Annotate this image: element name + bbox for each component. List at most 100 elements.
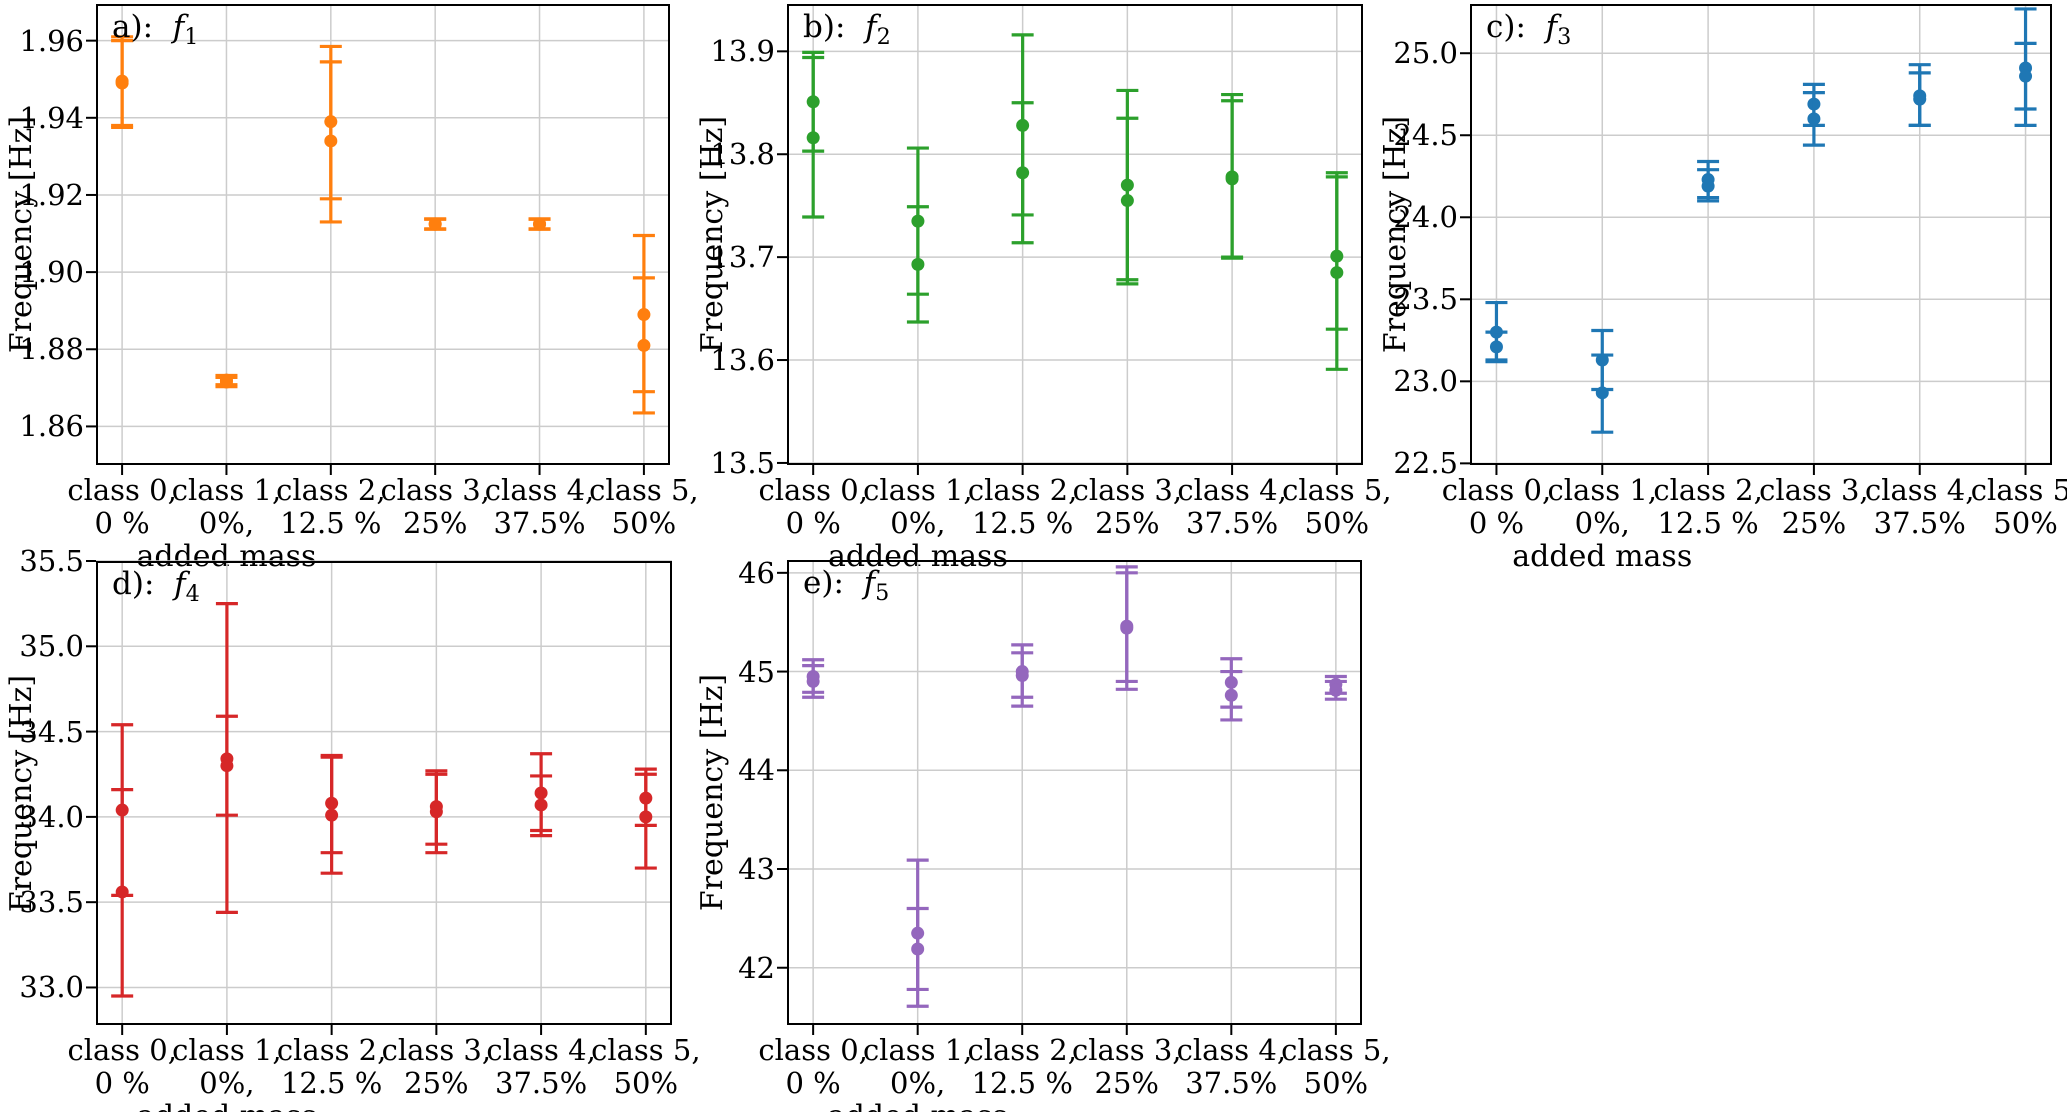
y-axis-label: Frequency [Hz]	[4, 115, 40, 354]
panel-title-f3: c): f3	[1486, 9, 1571, 50]
y-axis-label: Frequency [Hz]	[4, 674, 40, 912]
y-tick-label: 24.5	[1393, 118, 1458, 153]
data-point	[1015, 669, 1029, 683]
axes-border	[1470, 4, 2052, 465]
x-tick-label: class 2, 12.5 %	[967, 473, 1078, 540]
data-point	[911, 942, 925, 956]
y-tick-label: 1.92	[19, 177, 84, 212]
x-tick-label: class 2, 12.5 %	[276, 473, 386, 540]
x-tick-label: class 5,50%	[591, 1033, 701, 1100]
x-tick-label: class 1, 0%,	[172, 1033, 282, 1100]
x-tick-label: class 4, 37.5%	[1864, 473, 1975, 540]
y-tick-label: 13.6	[710, 343, 775, 378]
y-tick-label: 35.0	[19, 629, 84, 664]
y-tick-label: 24.0	[1393, 200, 1458, 235]
axes-border	[787, 4, 1363, 465]
frequency-symbol: f	[174, 566, 186, 602]
panel-index-label: b):	[803, 9, 846, 45]
plot-area-f4	[86, 560, 672, 1035]
data-point	[637, 338, 651, 352]
y-tick-label: 23.5	[1393, 282, 1458, 317]
y-tick-label: 42	[738, 950, 775, 985]
frequency-symbol: f	[1545, 9, 1558, 45]
panel-title-f1: a): f1	[112, 9, 198, 50]
y-tick-label: 13.8	[710, 137, 775, 172]
x-tick-label: class 0, 0 %	[758, 1033, 868, 1100]
y-tick-label: 43	[738, 852, 775, 886]
frequency-subscript: 3	[1557, 24, 1572, 51]
x-tick-label: class 3, 25%	[1072, 1033, 1182, 1100]
x-tick-label: class 5,50%	[1970, 473, 2067, 540]
frequency-subscript: 1	[184, 24, 199, 51]
axes-border	[96, 561, 672, 1025]
subplot-f2: b): f2 Frequency [Hz] 13.5 13.6 13.7 13.8 13…	[696, 4, 1392, 573]
x-tick-label: class 5,50%	[1281, 1033, 1391, 1100]
axes-border	[787, 560, 1362, 1025]
panel-index-label: a):	[112, 9, 154, 45]
x-tick-label: class 4, 37.5%	[484, 473, 595, 540]
data-point	[1329, 683, 1343, 697]
x-tick-label: class 3, 25%	[380, 473, 490, 540]
subplot-f5: e): f5 Frequency [Hz] 42 43 44 45 46 class 0,…	[696, 558, 1391, 1112]
panel-index-label: c):	[1486, 9, 1526, 45]
data-point	[1120, 194, 1134, 208]
x-tick-label: class 3, 25%	[381, 1033, 492, 1100]
y-tick-label: 35.5	[19, 544, 84, 578]
data-point	[220, 759, 234, 773]
x-tick-label: class 0, 0 %	[1441, 473, 1552, 540]
plot-area-f3	[1460, 4, 2052, 475]
frequency-symbol: f	[863, 565, 876, 601]
plot-area-f5	[777, 560, 1362, 1035]
x-tick-label: class 4, 37.5%	[1177, 473, 1287, 540]
x-tick-label: class 1, 0%,	[862, 1033, 973, 1100]
data-point	[1225, 172, 1239, 186]
x-tick-label: class 1, 0%,	[1547, 473, 1657, 540]
data-point	[1120, 621, 1134, 635]
data-point	[911, 257, 925, 271]
frequency-symbol: f	[172, 9, 185, 45]
data-point	[115, 76, 129, 90]
x-tick-label: class 3, 25%	[1072, 473, 1183, 540]
panel-index-label: d):	[112, 566, 155, 602]
data-point	[1701, 179, 1715, 193]
y-tick-label: 34.0	[19, 799, 84, 834]
y-tick-label: 13.7	[710, 240, 775, 275]
y-tick-label: 1.90	[19, 255, 84, 290]
y-axis-label: Frequency [Hz]	[695, 673, 731, 912]
x-tick-label: class 1, 0%,	[171, 473, 282, 540]
data-point	[806, 131, 820, 145]
y-tick-label: 45	[738, 654, 775, 689]
y-tick-label: 1.86	[19, 409, 84, 444]
data-point	[1224, 688, 1238, 702]
y-tick-label: 44	[738, 753, 775, 788]
x-tick-label: class 0, 0 %	[67, 473, 177, 540]
data-point	[324, 134, 338, 148]
x-tick-label: class 0, 0 %	[67, 1033, 177, 1100]
x-tick-label: class 4, 37.5%	[1176, 1033, 1287, 1100]
data-point	[1330, 266, 1344, 280]
y-tick-label: 34.5	[19, 714, 84, 749]
x-axis-label: added mass	[808, 1100, 1028, 1112]
panel-title-f5: e): f5	[803, 565, 889, 606]
y-tick-label: 13.5	[710, 445, 775, 480]
x-tick-label: class 2, 12.5 %	[1653, 473, 1763, 540]
data-point	[806, 674, 820, 688]
data-point	[115, 885, 129, 899]
data-point	[219, 375, 233, 389]
y-tick-label: 23.0	[1393, 364, 1458, 399]
data-point	[1807, 112, 1821, 126]
x-tick-label: class 4, 37.5%	[486, 1033, 596, 1100]
x-axis-label: added mass	[1512, 539, 1693, 574]
y-tick-label: 1.88	[19, 332, 84, 367]
y-tick-label: 13.9	[710, 34, 775, 69]
data-point	[428, 217, 442, 231]
y-tick-label: 1.94	[19, 100, 84, 135]
data-point	[2019, 69, 2033, 83]
frequency-subscript: 4	[185, 581, 200, 608]
data-point	[533, 217, 547, 231]
y-tick-label: 22.5	[1393, 446, 1458, 481]
y-axis-label: Frequency [Hz]	[1378, 115, 1414, 354]
data-point	[1489, 340, 1503, 354]
y-tick-label: 46	[738, 555, 775, 590]
